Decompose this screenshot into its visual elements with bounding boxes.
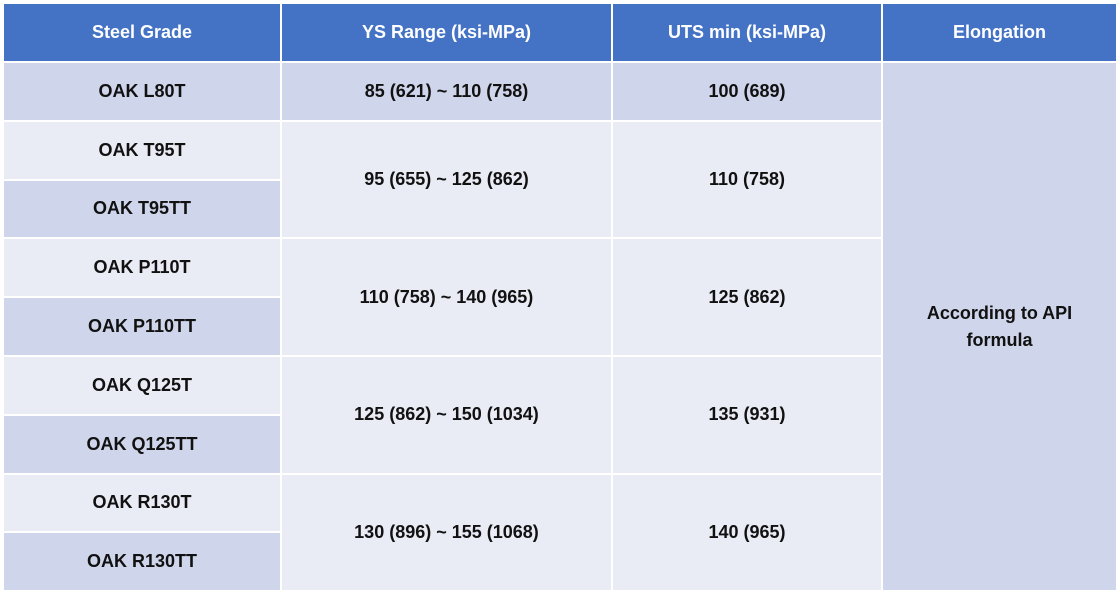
ys-cell: 85 (621) ~ 110 (758) bbox=[282, 63, 611, 120]
uts-cell: 135 (931) bbox=[613, 356, 881, 473]
elongation-cell: According to API formula bbox=[883, 63, 1116, 591]
ys-cell: 125 (862) ~ 150 (1034) bbox=[282, 356, 611, 473]
grade-cell: OAK T95TT bbox=[4, 180, 280, 238]
grade-cell: OAK L80T bbox=[4, 63, 280, 120]
ys-cell: 95 (655) ~ 125 (862) bbox=[282, 121, 611, 238]
grade-cell: OAK Q125TT bbox=[4, 415, 280, 473]
grade-cell: OAK T95T bbox=[4, 121, 280, 179]
grade-cell: OAK R130TT bbox=[4, 533, 280, 591]
grade-cell: OAK R130T bbox=[4, 474, 280, 532]
uts-cell: 125 (862) bbox=[613, 239, 881, 355]
grade-cell: OAK Q125T bbox=[4, 356, 280, 414]
uts-cell: 110 (758) bbox=[613, 121, 881, 238]
ys-cell: 110 (758) ~ 140 (965) bbox=[282, 239, 611, 355]
grade-cell: OAK P110T bbox=[4, 239, 280, 297]
header-cell: Steel Grade bbox=[4, 4, 280, 61]
ys-cell: 130 (896) ~ 155 (1068) bbox=[282, 474, 611, 591]
uts-cell: 100 (689) bbox=[613, 63, 881, 120]
grade-cell: OAK P110TT bbox=[4, 298, 280, 355]
header-cell: Elongation bbox=[883, 4, 1116, 61]
header-cell: UTS min (ksi-MPa) bbox=[613, 4, 881, 61]
spec-table: Steel Grade YS Range (ksi-MPa) UTS min (ks… bbox=[4, 4, 1116, 591]
uts-cell: 140 (965) bbox=[613, 474, 881, 591]
header-cell: YS Range (ksi-MPa) bbox=[282, 4, 611, 61]
